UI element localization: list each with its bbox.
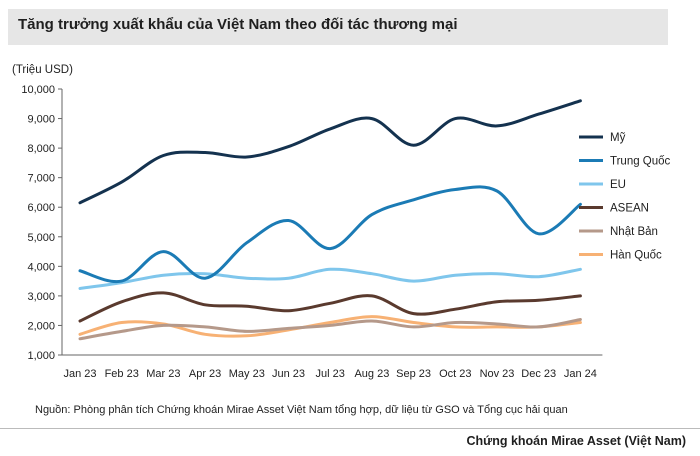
legend-label: Trung Quốc — [610, 156, 671, 168]
x-tick-label: Apr 23 — [189, 368, 221, 380]
series-line — [78, 291, 582, 323]
series-line — [78, 267, 582, 290]
legend-label: Mỹ — [610, 132, 626, 144]
y-tick-label: 10,000 — [21, 84, 55, 96]
y-tick-label: 9,000 — [27, 114, 55, 126]
x-tick-label: Sep 23 — [396, 368, 431, 380]
series-line — [78, 185, 582, 284]
line-chart: 1,000 2,000 3,000 4,000 5,000 6,000 7,000 8,000… — [21, 84, 671, 380]
chart-title: Tăng trưởng xuất khẩu của Việt Nam theo … — [18, 16, 458, 33]
chart-title-bar: Tăng trưởng xuất khẩu của Việt Nam theo … — [8, 9, 668, 45]
x-tick-label: Feb 23 — [105, 368, 139, 380]
y-tick-label: 7,000 — [27, 173, 55, 185]
x-tick-label: Oct 23 — [439, 368, 471, 380]
x-tick-label: Nov 23 — [480, 368, 515, 380]
lines-layer — [78, 99, 582, 341]
axis-layer: 1,000 2,000 3,000 4,000 5,000 6,000 7,000 8,000… — [21, 84, 603, 380]
y-tick-label: 3,000 — [27, 291, 55, 303]
x-tick-label: Jul 23 — [316, 368, 345, 380]
x-tick-label: Jun 23 — [272, 368, 305, 380]
footer-brand: Chứng khoán Mirae Asset (Việt Nam) — [466, 434, 686, 448]
x-tick-label: Jan 24 — [564, 368, 597, 380]
x-tick-label: Dec 23 — [521, 368, 556, 380]
legend-label: Hàn Quốc — [610, 250, 662, 262]
source-note: Nguồn: Phòng phân tích Chứng khoán Mirae… — [35, 404, 568, 416]
y-tick-label: 1,000 — [27, 350, 55, 362]
y-tick-label: 8,000 — [27, 143, 55, 155]
series-line — [78, 99, 582, 205]
x-tick-label: Jan 23 — [63, 368, 96, 380]
y-tick-label: 4,000 — [27, 261, 55, 273]
footer-divider — [0, 428, 700, 429]
legend: Mỹ Trung Quốc EU ASEAN Nhật Bản Hàn Quốc — [579, 132, 671, 262]
y-tick-label: 5,000 — [27, 232, 55, 244]
y-tick-label: 2,000 — [27, 320, 55, 332]
legend-label: ASEAN — [610, 203, 649, 215]
x-tick-label: Aug 23 — [354, 368, 389, 380]
x-tick-label: Mar 23 — [146, 368, 180, 380]
y-axis-unit-label: (Triệu USD) — [12, 64, 73, 76]
legend-label: Nhật Bản — [610, 226, 658, 238]
series-line — [78, 318, 582, 341]
y-tick-label: 6,000 — [27, 202, 55, 214]
legend-label: EU — [610, 179, 626, 191]
x-tick-label: May 23 — [229, 368, 265, 380]
